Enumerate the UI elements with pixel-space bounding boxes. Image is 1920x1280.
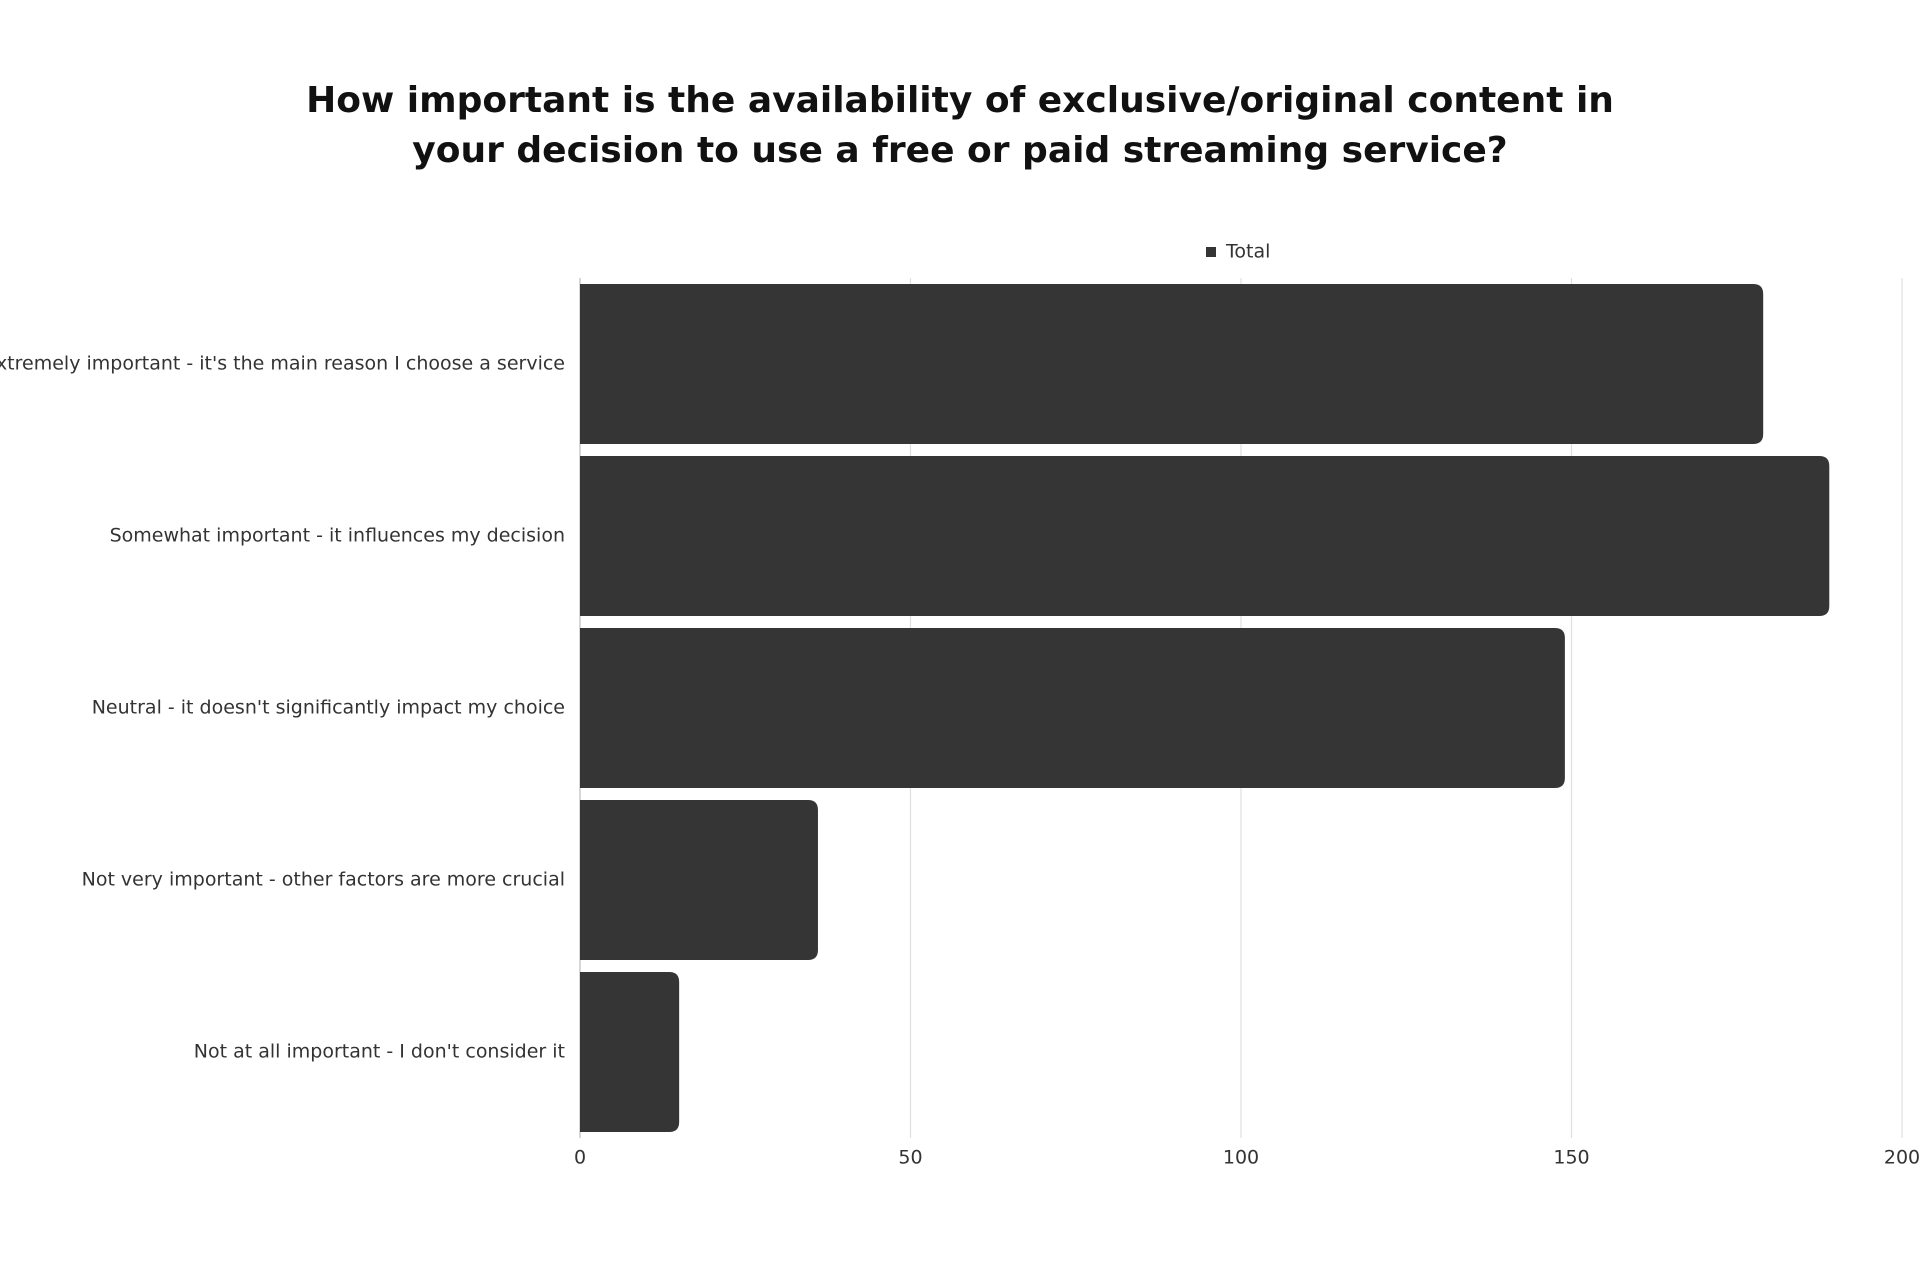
bar xyxy=(580,284,1764,444)
bar xyxy=(580,972,680,1132)
bar xyxy=(580,628,1565,788)
legend-label: Total xyxy=(1225,241,1270,263)
x-tick-label: 200 xyxy=(1884,1147,1920,1169)
y-tick-label: Not at all important - I don't consider … xyxy=(194,1041,565,1063)
x-tick-label: 50 xyxy=(898,1147,922,1169)
y-tick-label: Somewhat important - it influences my de… xyxy=(110,525,565,547)
x-tick-label: 100 xyxy=(1223,1147,1259,1169)
y-tick-label: Neutral - it doesn't significantly impac… xyxy=(92,697,565,719)
bar xyxy=(580,800,818,960)
bar xyxy=(580,456,1830,616)
chart-title: How important is the availability of exc… xyxy=(306,80,1614,171)
legend-marker xyxy=(1206,247,1216,257)
y-tick-label: Extremely important - it's the main reas… xyxy=(0,353,565,375)
y-tick-label: Not very important - other factors are m… xyxy=(82,869,565,891)
x-tick-label: 150 xyxy=(1553,1147,1589,1169)
x-tick-label: 0 xyxy=(574,1147,586,1169)
